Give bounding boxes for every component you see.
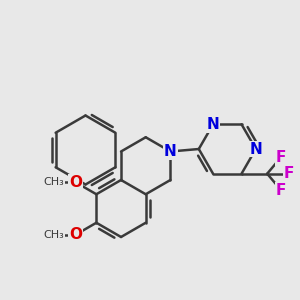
Text: F: F bbox=[276, 183, 286, 198]
Text: N: N bbox=[164, 144, 177, 159]
Text: F: F bbox=[276, 150, 286, 165]
Text: O: O bbox=[69, 175, 82, 190]
Text: CH₃: CH₃ bbox=[44, 230, 64, 240]
Text: O: O bbox=[69, 227, 82, 242]
Text: N: N bbox=[249, 142, 262, 157]
Text: N: N bbox=[207, 117, 219, 132]
Text: F: F bbox=[284, 166, 294, 181]
Text: CH₃: CH₃ bbox=[44, 177, 64, 187]
